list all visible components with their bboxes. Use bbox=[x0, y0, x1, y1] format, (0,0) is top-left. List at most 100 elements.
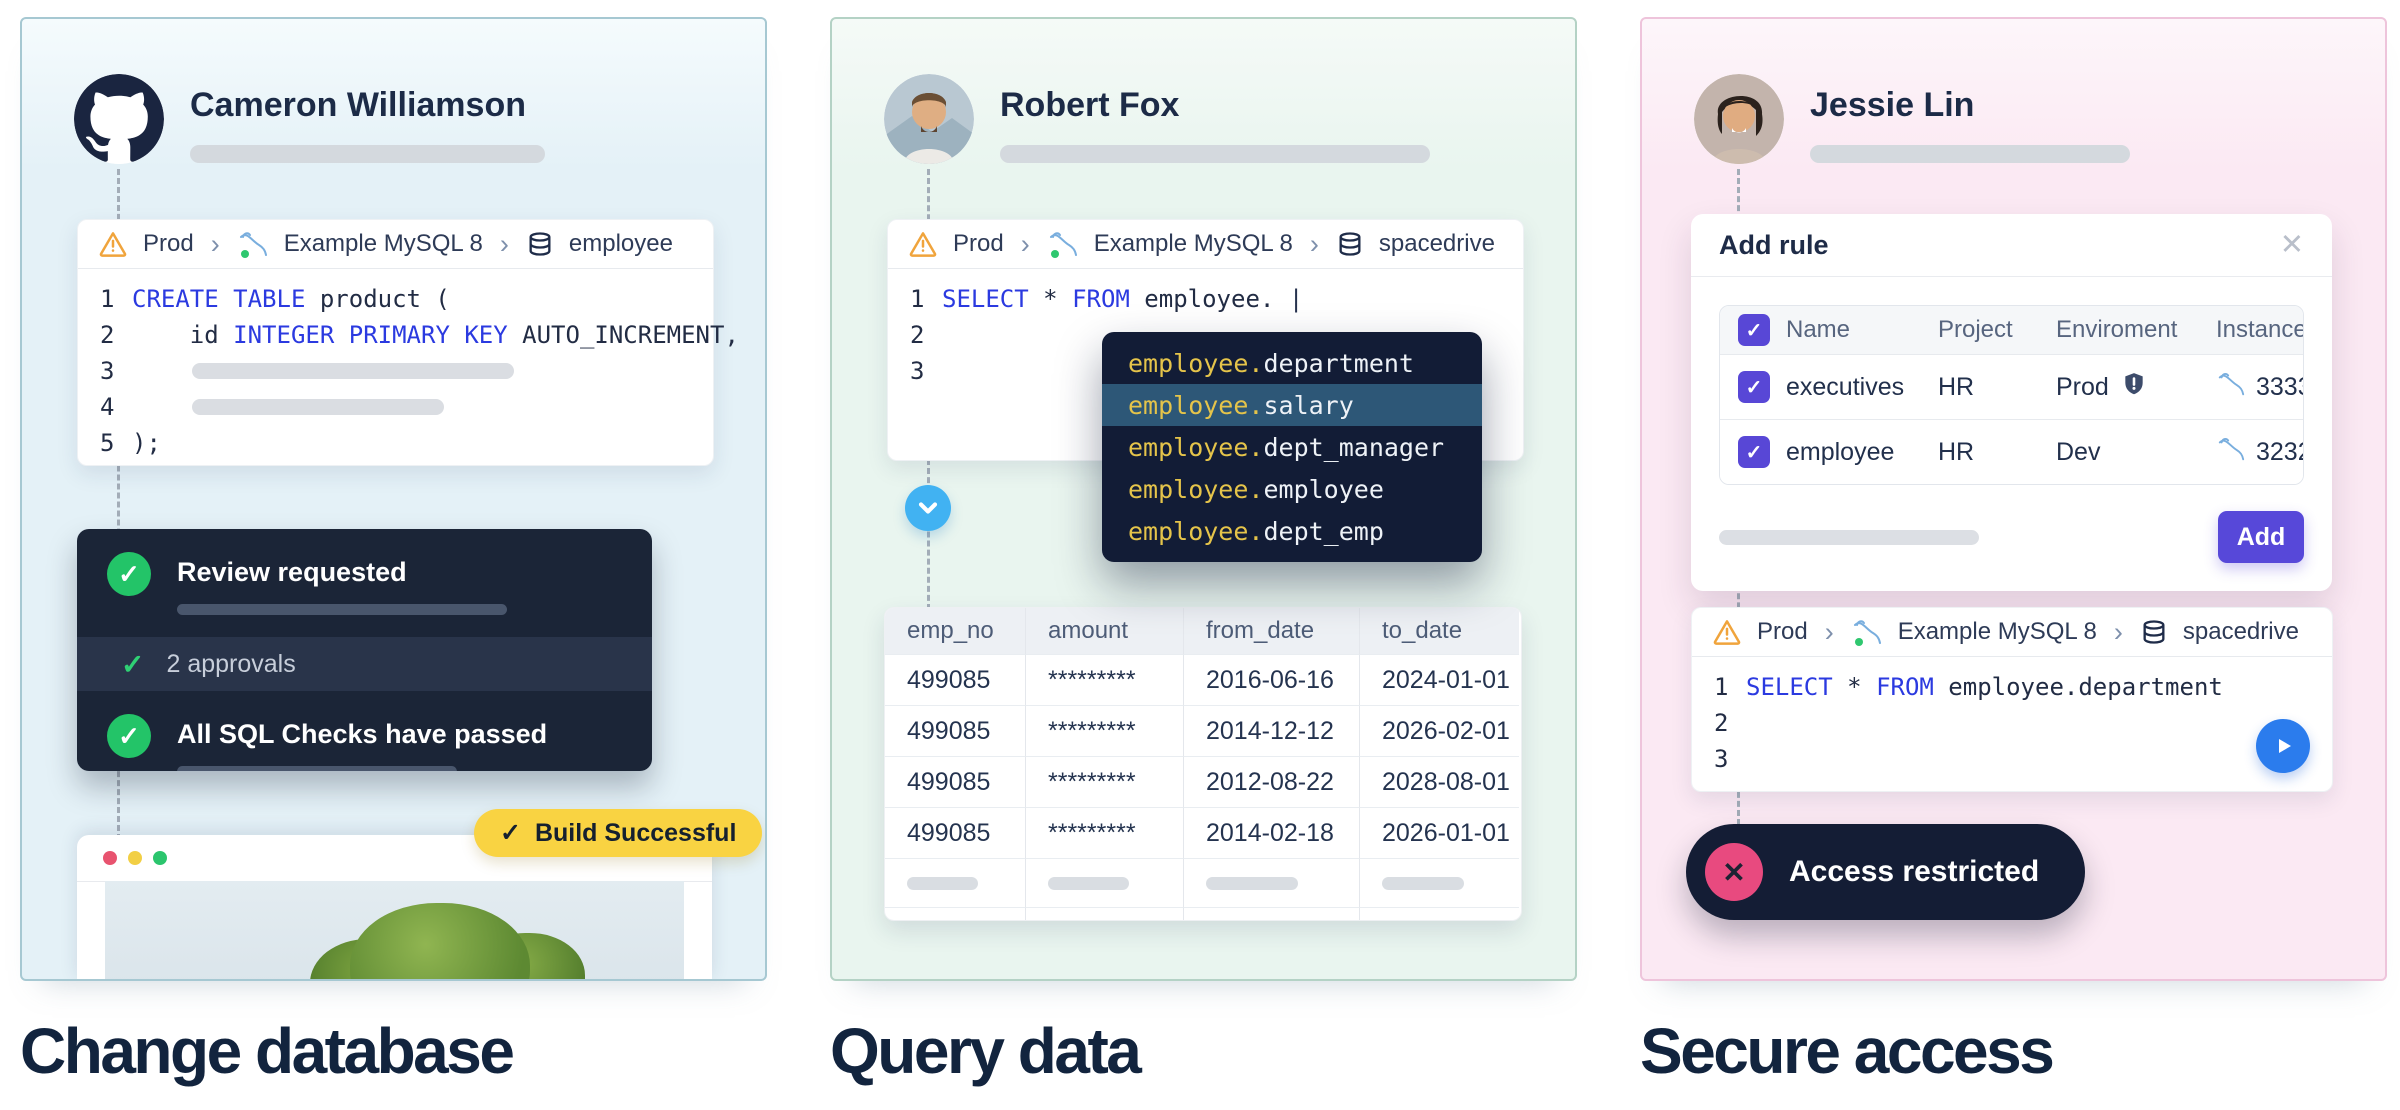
sql-keyword: FROM bbox=[1072, 285, 1130, 313]
line-number: 3 bbox=[100, 357, 115, 385]
sql-text: employee.department bbox=[1933, 673, 2223, 701]
sql-text: employee. bbox=[1129, 285, 1289, 313]
close-window-icon[interactable] bbox=[103, 851, 117, 865]
chevron-right-icon: › bbox=[1309, 228, 1319, 259]
column-header: Instance bbox=[2216, 316, 2304, 343]
autocomplete-dropdown: employee. department employee. salary empl… bbox=[1102, 332, 1482, 562]
autocomplete-option[interactable]: employee. dept_manager bbox=[1128, 432, 1445, 462]
breadcrumb-instance[interactable]: Example MySQL 8 bbox=[1093, 230, 1293, 257]
line-number: 3 bbox=[910, 357, 925, 385]
breadcrumb-database[interactable]: spacedrive bbox=[2182, 618, 2299, 645]
column-header: Name bbox=[1786, 316, 1851, 343]
table-cell: 2026-02-01 bbox=[1359, 705, 1519, 756]
user-name: Jessie Lin bbox=[1810, 86, 1975, 124]
table-cell: 2014-02-18 bbox=[1183, 807, 1359, 858]
table-row: 499085 ********* 2014-12-12 2026-02-01 bbox=[885, 705, 1521, 756]
minimize-window-icon[interactable] bbox=[128, 851, 142, 865]
panel-secure-access: Jessie Lin Add rule ✕ ✓ Name Project Env… bbox=[1640, 17, 2387, 981]
table-row-loading bbox=[885, 858, 1521, 907]
line-number: 2 bbox=[100, 321, 115, 349]
section-caption: Change database bbox=[20, 1015, 515, 1087]
chevron-right-icon: › bbox=[1020, 228, 1030, 259]
autocomplete-option[interactable]: employee. dept_emp bbox=[1128, 516, 1384, 546]
column-header[interactable]: emp_no bbox=[885, 608, 1025, 654]
sql-checks-row: ✓ All SQL Checks have passed bbox=[77, 691, 652, 771]
breadcrumb: Prod › Example MySQL 8 › employee bbox=[78, 220, 713, 269]
table-cell: 2012-08-22 bbox=[1183, 756, 1359, 807]
approvals-label: 2 approvals bbox=[166, 649, 296, 678]
breadcrumb-database[interactable]: spacedrive bbox=[1378, 230, 1495, 257]
breadcrumb-environment[interactable]: Prod bbox=[1757, 618, 1808, 645]
breadcrumb-environment[interactable]: Prod bbox=[953, 230, 1004, 257]
run-query-button[interactable] bbox=[2256, 719, 2310, 773]
sql-checks-title: All SQL Checks have passed bbox=[177, 719, 548, 749]
rule-project: HR bbox=[1938, 437, 1975, 466]
database-icon bbox=[1336, 230, 1364, 258]
breadcrumb-instance[interactable]: Example MySQL 8 bbox=[1897, 618, 2097, 645]
breadcrumb-environment[interactable]: Prod bbox=[143, 230, 194, 257]
sql-keyword: FROM bbox=[1876, 673, 1934, 701]
user-photo-avatar bbox=[884, 74, 974, 164]
breadcrumb-instance[interactable]: Example MySQL 8 bbox=[283, 230, 483, 257]
chevron-right-icon: › bbox=[1824, 616, 1834, 647]
autocomplete-option-selected[interactable]: employee. salary bbox=[1102, 384, 1482, 426]
x-circle-icon: ✕ bbox=[1705, 843, 1763, 901]
code-editor[interactable]: 1 CREATE TABLE product ( 2 id INTEGER PRI… bbox=[78, 269, 739, 473]
autocomplete-option[interactable]: employee. department bbox=[1128, 348, 1414, 378]
skeleton-bar bbox=[907, 876, 978, 890]
row-checkbox[interactable]: ✓ bbox=[1738, 436, 1770, 468]
sql-text: id bbox=[132, 321, 234, 349]
mysql-icon bbox=[237, 228, 269, 260]
autocomplete-option[interactable]: employee. employee bbox=[1128, 474, 1384, 504]
sql-keyword: INTEGER PRIMARY KEY bbox=[233, 321, 508, 349]
user-photo-avatar bbox=[1694, 74, 1784, 164]
github-avatar-icon bbox=[74, 74, 164, 164]
column-header[interactable]: amount bbox=[1025, 608, 1183, 654]
modal-footer: Add bbox=[1691, 485, 2332, 591]
status-label: Access restricted bbox=[1789, 855, 2040, 888]
sql-editor-card: Prod › Example MySQL 8 › spacedrive 1 SEL… bbox=[1691, 607, 2333, 792]
breadcrumb-database[interactable]: employee bbox=[568, 230, 673, 257]
warning-icon bbox=[98, 229, 128, 259]
table-row: 499085 ********* 2012-08-22 2028-08-01 bbox=[885, 756, 1521, 807]
skeleton-bar bbox=[1382, 876, 1465, 890]
warning-icon bbox=[1712, 617, 1742, 647]
build-successful-badge: ✓ Build Successful bbox=[474, 809, 763, 857]
add-button[interactable]: Add bbox=[2218, 511, 2304, 563]
table-row: 499085 ********* 2016-06-16 2024-01-01 bbox=[885, 654, 1521, 705]
sql-text: product ( bbox=[305, 285, 450, 313]
table-cell: 499085 bbox=[885, 705, 1025, 756]
chevron-down-step-button[interactable] bbox=[905, 485, 951, 531]
line-number: 3 bbox=[1714, 745, 1729, 773]
sql-editor-card: Prod › Example MySQL 8 › employee 1 CREAT… bbox=[77, 219, 739, 466]
column-header: Project bbox=[1938, 316, 2013, 343]
select-all-checkbox[interactable]: ✓ bbox=[1738, 314, 1770, 346]
access-restricted-pill: ✕ Access restricted bbox=[1686, 824, 2086, 920]
rules-table: ✓ Name Project Enviroment Instance ✓ exe… bbox=[1719, 305, 2304, 485]
skeleton-bar bbox=[192, 363, 514, 379]
database-icon bbox=[2140, 618, 2168, 646]
sql-text: AUTO_INCREMENT, bbox=[507, 321, 739, 349]
column-header[interactable]: to_date bbox=[1359, 608, 1519, 654]
row-checkbox[interactable]: ✓ bbox=[1738, 371, 1770, 403]
table-cell: ********* bbox=[1025, 807, 1183, 858]
table-cell: ********* bbox=[1025, 756, 1183, 807]
table-cell: 2028-08-01 bbox=[1359, 756, 1519, 807]
table-cell: 499085 bbox=[885, 654, 1025, 705]
section-caption: Query data bbox=[830, 1015, 1142, 1087]
sql-text: ); bbox=[132, 429, 161, 457]
column-header: Enviroment bbox=[2056, 316, 2178, 343]
column-header[interactable]: from_date bbox=[1183, 608, 1359, 654]
code-editor[interactable]: 1 SELECT * FROM employee. | 2 3 bbox=[888, 269, 1523, 401]
close-icon[interactable]: ✕ bbox=[2279, 228, 2304, 261]
rule-row: ✓ executives HR Prod 3333 bbox=[1720, 354, 2303, 419]
skeleton-bar bbox=[190, 145, 545, 163]
review-title: Review requested bbox=[177, 557, 407, 587]
line-number: 1 bbox=[100, 285, 115, 313]
table-cell: 499085 bbox=[885, 756, 1025, 807]
table-row-partial bbox=[885, 907, 1521, 920]
code-editor[interactable]: 1 SELECT * FROM employee.department 2 3 bbox=[1692, 657, 2332, 789]
rule-name: employee bbox=[1786, 437, 1895, 466]
line-number: 2 bbox=[910, 321, 925, 349]
maximize-window-icon[interactable] bbox=[153, 851, 167, 865]
